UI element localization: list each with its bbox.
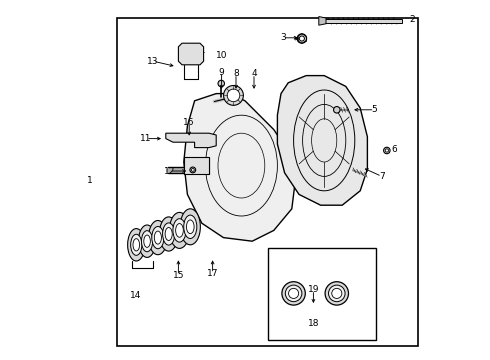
Text: 3: 3 xyxy=(280,33,286,42)
Ellipse shape xyxy=(385,149,389,152)
Ellipse shape xyxy=(144,235,150,247)
Polygon shape xyxy=(184,94,295,241)
Polygon shape xyxy=(319,17,326,25)
Text: 5: 5 xyxy=(372,105,377,114)
Ellipse shape xyxy=(170,212,190,248)
Ellipse shape xyxy=(297,34,307,43)
Ellipse shape xyxy=(180,209,200,245)
Ellipse shape xyxy=(148,220,167,255)
Ellipse shape xyxy=(334,107,340,113)
Ellipse shape xyxy=(384,147,390,154)
Ellipse shape xyxy=(227,89,240,102)
Polygon shape xyxy=(178,43,204,65)
Ellipse shape xyxy=(163,223,175,245)
Ellipse shape xyxy=(165,228,172,240)
Polygon shape xyxy=(277,76,368,205)
Ellipse shape xyxy=(218,80,224,87)
Text: 8: 8 xyxy=(233,69,239,78)
Ellipse shape xyxy=(184,215,197,239)
Ellipse shape xyxy=(192,168,194,171)
Bar xyxy=(322,19,402,23)
Polygon shape xyxy=(166,133,216,148)
Ellipse shape xyxy=(127,229,145,261)
Ellipse shape xyxy=(131,234,142,255)
Ellipse shape xyxy=(142,231,153,252)
Text: 2: 2 xyxy=(410,15,415,24)
Text: 15: 15 xyxy=(172,271,184,280)
Text: 4: 4 xyxy=(251,69,257,78)
Text: 12: 12 xyxy=(164,166,175,176)
Text: 17: 17 xyxy=(207,269,219,278)
Ellipse shape xyxy=(139,225,156,257)
Ellipse shape xyxy=(223,86,244,105)
Bar xyxy=(269,248,376,340)
Text: 14: 14 xyxy=(129,291,141,300)
Text: 9: 9 xyxy=(219,68,224,77)
Text: 7: 7 xyxy=(379,172,385,181)
Ellipse shape xyxy=(289,288,298,298)
Text: 18: 18 xyxy=(308,320,319,328)
Text: 6: 6 xyxy=(392,145,397,154)
Ellipse shape xyxy=(325,282,348,305)
Text: 16: 16 xyxy=(183,118,195,127)
Bar xyxy=(117,18,418,346)
Ellipse shape xyxy=(159,217,178,251)
Ellipse shape xyxy=(282,282,305,305)
Ellipse shape xyxy=(187,220,194,234)
Text: 11: 11 xyxy=(140,134,152,143)
Ellipse shape xyxy=(285,285,302,302)
Text: 19: 19 xyxy=(308,285,319,294)
Bar xyxy=(184,157,209,174)
Ellipse shape xyxy=(190,167,196,173)
Ellipse shape xyxy=(133,239,140,251)
Ellipse shape xyxy=(328,285,345,302)
Text: 13: 13 xyxy=(147,57,159,66)
Ellipse shape xyxy=(152,226,164,249)
Text: 10: 10 xyxy=(216,51,227,60)
Ellipse shape xyxy=(332,288,342,298)
Ellipse shape xyxy=(299,36,304,41)
Text: 1: 1 xyxy=(87,176,93,185)
Ellipse shape xyxy=(154,231,161,244)
Ellipse shape xyxy=(173,219,186,242)
Ellipse shape xyxy=(175,224,183,237)
